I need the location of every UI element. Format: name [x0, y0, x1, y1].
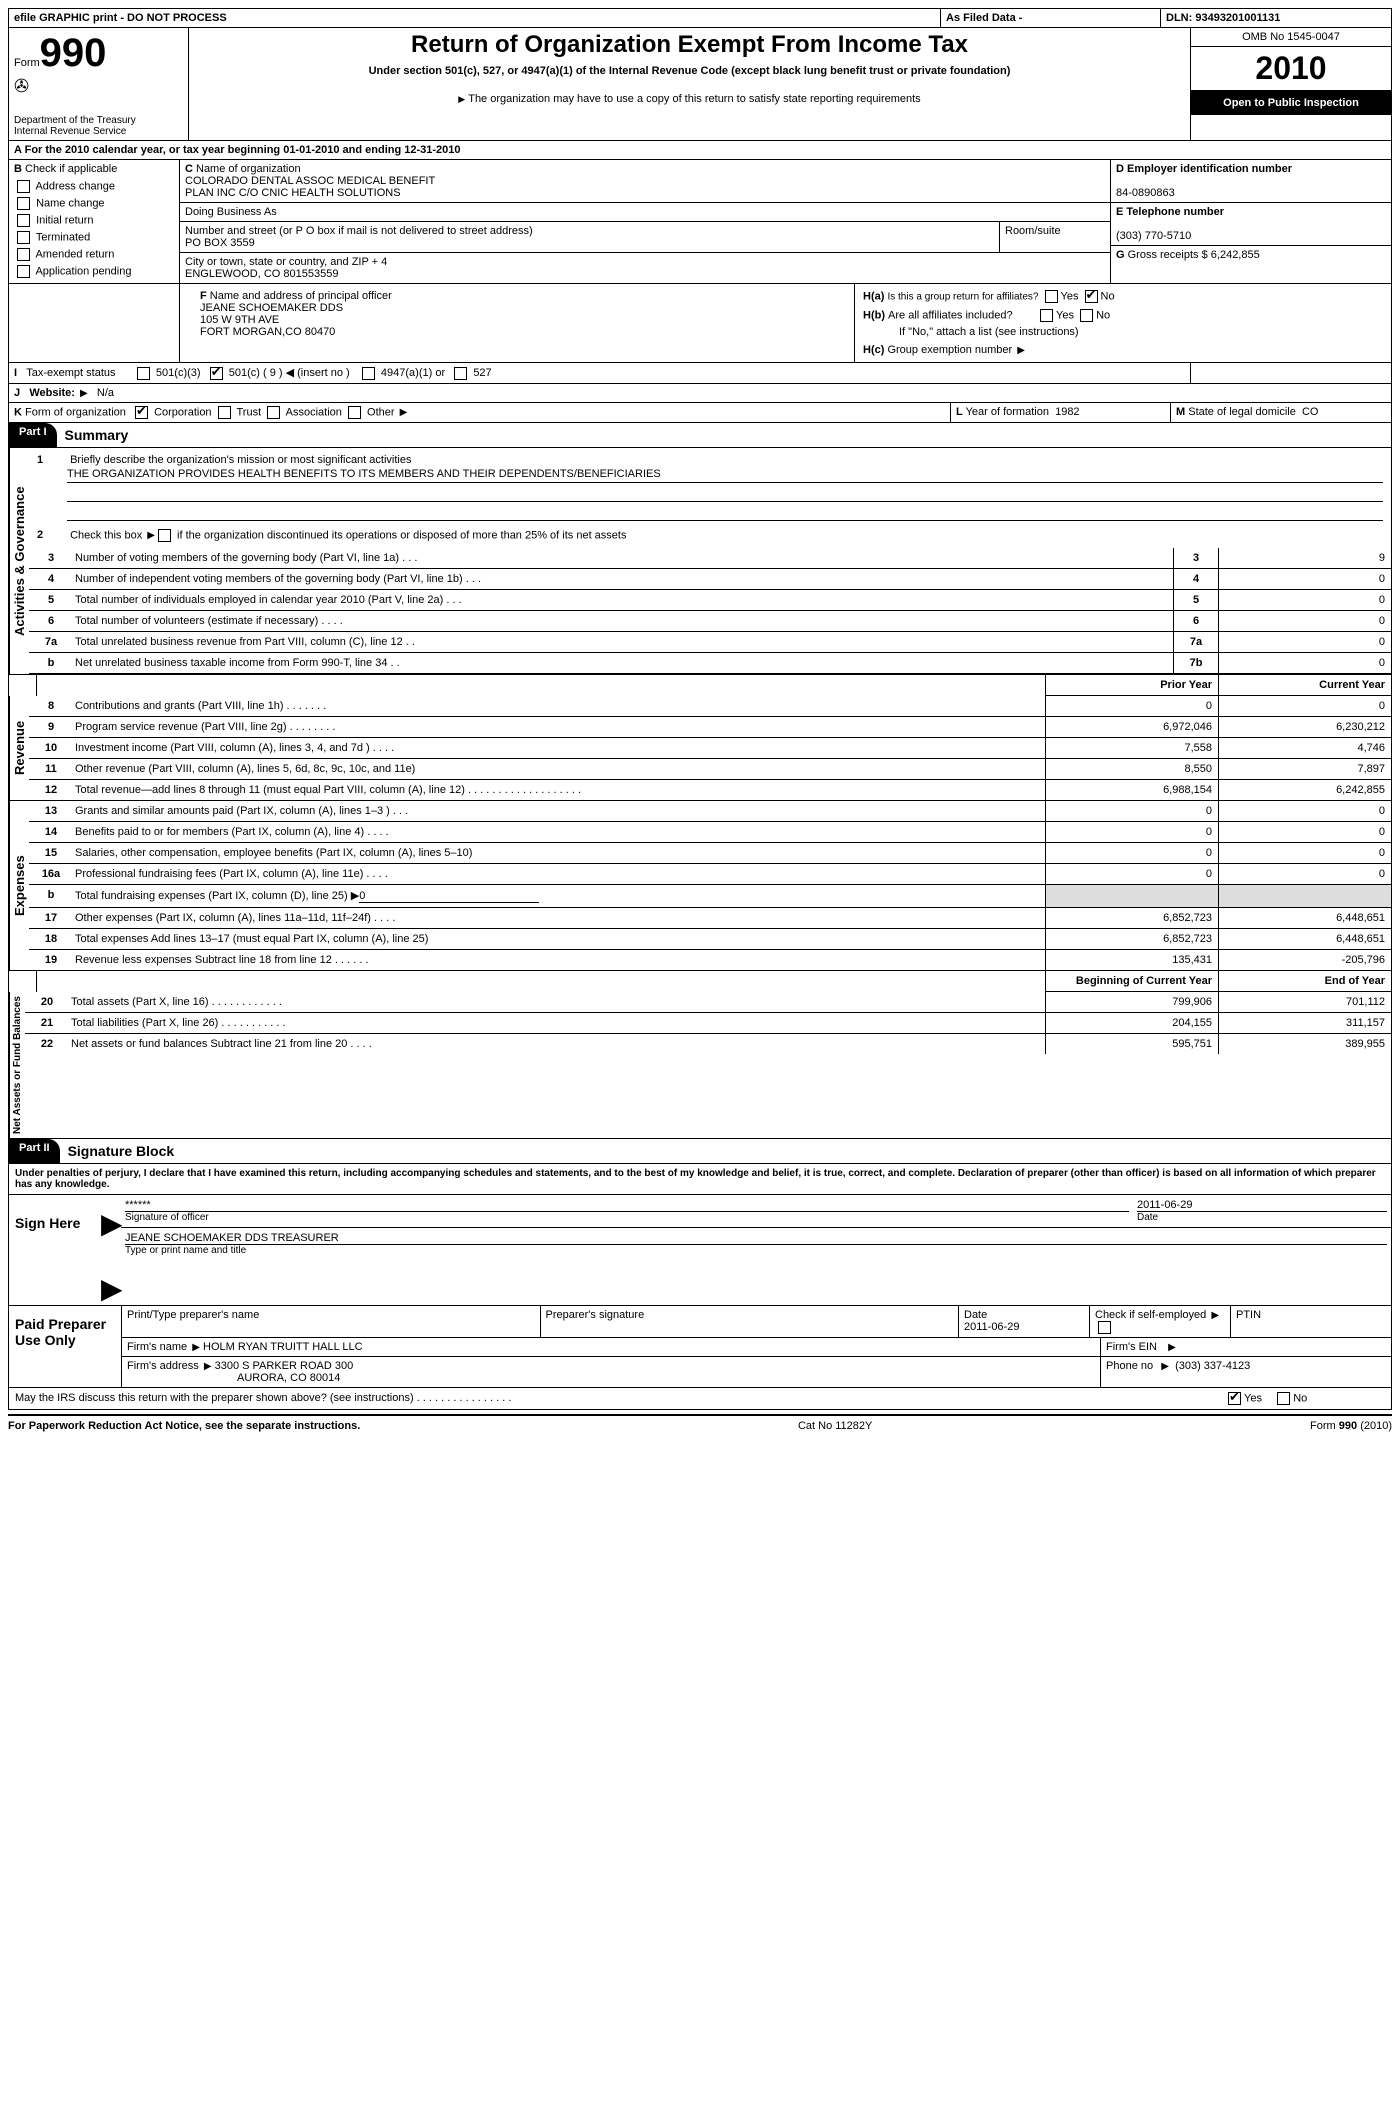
- section-deg: D Employer identification number 84-0890…: [1111, 160, 1391, 283]
- checkbox-corp[interactable]: [135, 406, 148, 419]
- dln: DLN: 93493201001131: [1161, 9, 1391, 27]
- summary-line: 12Total revenue—add lines 8 through 11 (…: [29, 780, 1391, 800]
- copy-note: The organization may have to use a copy …: [194, 93, 1185, 105]
- checkbox-terminated[interactable]: [17, 231, 30, 244]
- checkbox-pending[interactable]: [17, 265, 30, 278]
- summary-line: 4Number of independent voting members of…: [29, 569, 1391, 590]
- perjury-text: Under penalties of perjury, I declare th…: [8, 1164, 1392, 1195]
- form-title: Return of Organization Exempt From Incom…: [194, 31, 1185, 59]
- summary-line: 19Revenue less expenses Subtract line 18…: [29, 950, 1391, 970]
- part1-header: Part I Summary: [8, 423, 1392, 448]
- form-subtitle: Under section 501(c), 527, or 4947(a)(1)…: [194, 65, 1185, 77]
- summary-line: 20Total assets (Part X, line 16) . . . .…: [25, 992, 1391, 1013]
- summary-line: 21Total liabilities (Part X, line 26) . …: [25, 1013, 1391, 1034]
- checkbox-501c3[interactable]: [137, 367, 150, 380]
- checkbox-amended[interactable]: [17, 248, 30, 261]
- summary-line: 3Number of voting members of the governi…: [29, 548, 1391, 569]
- checkbox-discuss-yes[interactable]: [1228, 1392, 1241, 1405]
- part1-expenses: Expenses 13Grants and similar amounts pa…: [8, 801, 1392, 971]
- checkbox-initial-return[interactable]: [17, 214, 30, 227]
- checkbox-self-employed[interactable]: [1098, 1321, 1111, 1334]
- part1-rev-header: Prior Year Current Year: [8, 675, 1392, 696]
- checkbox-address-change[interactable]: [17, 180, 30, 193]
- bcdefg-block: B Check if applicable Address change Nam…: [8, 160, 1392, 283]
- checkbox-assoc[interactable]: [267, 406, 280, 419]
- summary-line: 6Total number of volunteers (estimate if…: [29, 611, 1391, 632]
- checkbox-501c[interactable]: [210, 367, 223, 380]
- checkbox-hb-yes[interactable]: [1040, 309, 1053, 322]
- section-klm: K Form of organization Corporation Trust…: [8, 402, 1392, 423]
- year-box: OMB No 1545-0047 2010 Open to Public Ins…: [1191, 28, 1391, 140]
- checkbox-ha-yes[interactable]: [1045, 290, 1058, 303]
- page-footer: For Paperwork Reduction Act Notice, see …: [8, 1414, 1392, 1436]
- summary-line: 18Total expenses Add lines 13–17 (must e…: [29, 929, 1391, 950]
- part1-governance: Activities & Governance 1 Briefly descri…: [8, 448, 1392, 675]
- sign-here-block: Sign Here ▶▶ ****** Signature of officer…: [8, 1195, 1392, 1306]
- part2-header: Part II Signature Block: [8, 1139, 1392, 1164]
- section-b: B Check if applicable Address change Nam…: [9, 160, 180, 283]
- summary-line: 5Total number of individuals employed in…: [29, 590, 1391, 611]
- summary-line: 13Grants and similar amounts paid (Part …: [29, 801, 1391, 822]
- form-box: Form990 ✇ Department of the Treasury Int…: [9, 28, 189, 140]
- summary-line: 9Program service revenue (Part VIII, lin…: [29, 717, 1391, 738]
- checkbox-4947[interactable]: [362, 367, 375, 380]
- discuss-row: May the IRS discuss this return with the…: [8, 1388, 1392, 1410]
- section-a: A For the 2010 calendar year, or tax yea…: [8, 141, 1392, 160]
- section-j: J Website: N/a: [8, 383, 1392, 402]
- summary-line: bTotal fundraising expenses (Part IX, co…: [29, 885, 1391, 908]
- summary-line: 16aProfessional fundraising fees (Part I…: [29, 864, 1391, 885]
- checkbox-other[interactable]: [348, 406, 361, 419]
- section-i: I Tax-exempt status 501(c)(3) 501(c) ( 9…: [8, 362, 1392, 383]
- title-center: Return of Organization Exempt From Incom…: [189, 28, 1191, 140]
- part1-net-header: Beginning of Current Year End of Year: [8, 971, 1392, 992]
- paid-preparer-block: Paid Preparer Use Only Print/Type prepar…: [8, 1306, 1392, 1388]
- summary-line: bNet unrelated business taxable income f…: [29, 653, 1391, 674]
- summary-line: 14Benefits paid to or for members (Part …: [29, 822, 1391, 843]
- section-f: F Name and address of principal officer …: [180, 284, 855, 362]
- summary-line: 10Investment income (Part VIII, column (…: [29, 738, 1391, 759]
- checkbox-discontinued[interactable]: [158, 529, 171, 542]
- checkbox-name-change[interactable]: [17, 197, 30, 210]
- form-ref: Form 990 (2010): [1310, 1420, 1392, 1432]
- section-c: C Name of organization COLORADO DENTAL A…: [180, 160, 1111, 283]
- checkbox-527[interactable]: [454, 367, 467, 380]
- summary-line: 8Contributions and grants (Part VIII, li…: [29, 696, 1391, 717]
- title-block: Form990 ✇ Department of the Treasury Int…: [8, 28, 1392, 141]
- efile-note: efile GRAPHIC print - DO NOT PROCESS: [9, 9, 941, 27]
- fh-block: F Name and address of principal officer …: [8, 283, 1392, 362]
- summary-line: 11Other revenue (Part VIII, column (A), …: [29, 759, 1391, 780]
- part1-revenue: Revenue 8Contributions and grants (Part …: [8, 696, 1392, 801]
- top-bar: efile GRAPHIC print - DO NOT PROCESS As …: [8, 8, 1392, 28]
- summary-line: 22Net assets or fund balances Subtract l…: [25, 1034, 1391, 1054]
- checkbox-hb-no[interactable]: [1080, 309, 1093, 322]
- checkbox-discuss-no[interactable]: [1277, 1392, 1290, 1405]
- summary-line: 15Salaries, other compensation, employee…: [29, 843, 1391, 864]
- as-filed: As Filed Data -: [941, 9, 1161, 27]
- checkbox-ha-no[interactable]: [1085, 290, 1098, 303]
- section-h: H(a) Is this a group return for affiliat…: [855, 284, 1391, 362]
- part1-netassets: Net Assets or Fund Balances 20Total asse…: [8, 992, 1392, 1139]
- checkbox-trust[interactable]: [218, 406, 231, 419]
- summary-line: 17Other expenses (Part IX, column (A), l…: [29, 908, 1391, 929]
- summary-line: 7aTotal unrelated business revenue from …: [29, 632, 1391, 653]
